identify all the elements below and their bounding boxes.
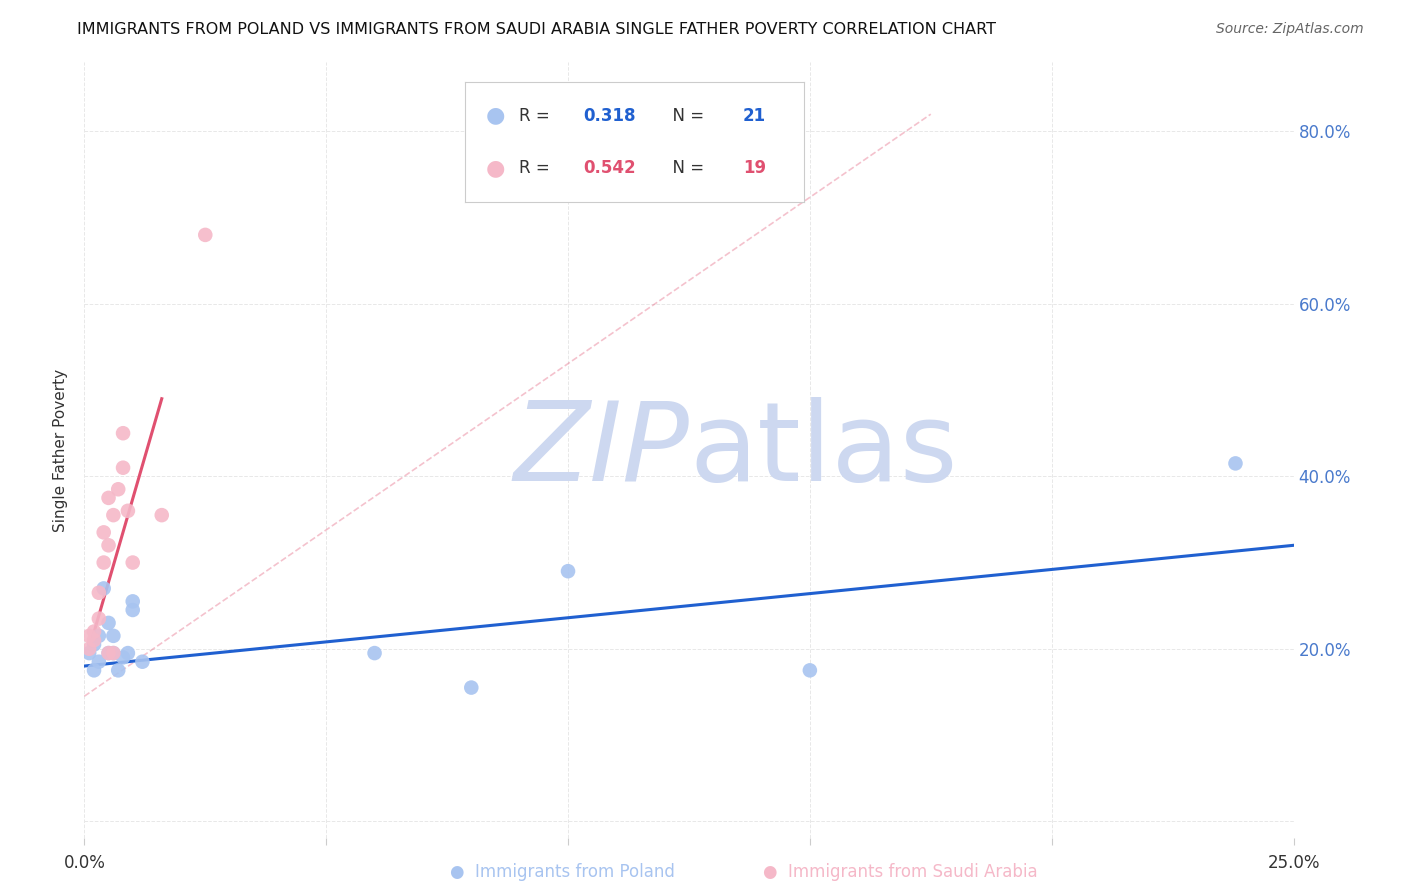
Point [83,638,105,652]
Point [97,491,120,505]
Text: Source: ZipAtlas.com: Source: ZipAtlas.com [1216,22,1364,37]
Point [87,612,110,626]
Point [150,508,173,523]
Point [87,629,110,643]
Point [97,646,120,660]
Point [112,650,135,665]
Point [77,646,100,660]
Text: atlas: atlas [689,397,957,504]
Y-axis label: Single Father Poverty: Single Father Poverty [53,369,69,532]
Point [557,564,579,578]
Point [117,646,139,660]
Text: ZIP: ZIP [513,397,689,504]
Point [93,556,115,570]
Point [103,508,125,523]
Point [93,525,115,540]
Point [103,646,125,660]
Text: ●  Immigrants from Poland: ● Immigrants from Poland [450,863,675,881]
Point [87,655,110,669]
Point [77,629,100,643]
Point [112,426,135,441]
Point [97,615,120,630]
Point [363,646,385,660]
Point [97,646,120,660]
Point [121,594,143,608]
Point [121,556,143,570]
Point [103,646,125,660]
Point [121,603,143,617]
Point [83,633,105,648]
Point [97,538,120,552]
Point [194,227,217,242]
Point [87,586,110,600]
Point [799,664,821,678]
Text: IMMIGRANTS FROM POLAND VS IMMIGRANTS FROM SAUDI ARABIA SINGLE FATHER POVERTY COR: IMMIGRANTS FROM POLAND VS IMMIGRANTS FRO… [77,22,997,37]
Text: ●  Immigrants from Saudi Arabia: ● Immigrants from Saudi Arabia [762,863,1038,881]
Point [107,482,129,496]
Point [1225,457,1247,471]
Point [460,681,482,695]
Point [77,641,100,656]
Point [103,629,125,643]
Point [83,664,105,678]
Point [93,582,115,596]
Point [83,624,105,639]
Point [112,460,135,475]
Point [117,504,139,518]
Point [131,655,153,669]
Point [107,664,129,678]
